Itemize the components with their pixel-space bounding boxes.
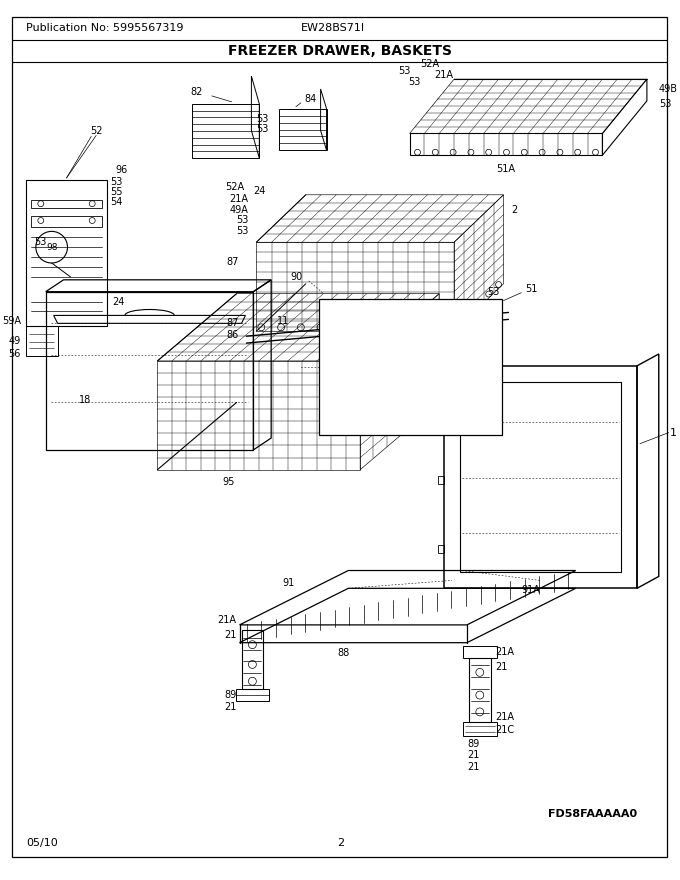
Text: 55: 55 bbox=[110, 187, 122, 197]
Text: 49: 49 bbox=[9, 336, 21, 346]
Text: 52A: 52A bbox=[420, 59, 439, 70]
Text: 53: 53 bbox=[488, 298, 500, 309]
Text: 59: 59 bbox=[466, 371, 477, 380]
Bar bbox=[31, 200, 102, 208]
Bar bbox=[158, 361, 360, 470]
Text: 51A: 51A bbox=[496, 164, 515, 174]
Text: 21A: 21A bbox=[218, 615, 237, 625]
Text: 53: 53 bbox=[256, 114, 269, 124]
Text: 52: 52 bbox=[90, 126, 103, 136]
Text: 53: 53 bbox=[409, 77, 421, 87]
Text: 89: 89 bbox=[224, 690, 237, 700]
Text: 90: 90 bbox=[374, 369, 386, 378]
Text: 1: 1 bbox=[670, 428, 677, 437]
Text: 87: 87 bbox=[226, 257, 239, 267]
Text: 90: 90 bbox=[291, 272, 303, 282]
Bar bbox=[31, 216, 102, 227]
Bar bbox=[440, 333, 468, 350]
Text: 53: 53 bbox=[335, 341, 346, 350]
Text: 2: 2 bbox=[337, 839, 344, 848]
Text: Publication No: 5995567319: Publication No: 5995567319 bbox=[26, 23, 184, 33]
Text: 54: 54 bbox=[110, 197, 122, 207]
Text: 21: 21 bbox=[224, 630, 237, 640]
Bar bbox=[409, 134, 602, 155]
Bar bbox=[328, 343, 492, 353]
Text: 51A: 51A bbox=[336, 346, 355, 356]
Text: 21A: 21A bbox=[229, 194, 248, 204]
Text: 59A: 59A bbox=[2, 316, 21, 326]
Bar bbox=[328, 358, 492, 368]
Text: 54 55: 54 55 bbox=[370, 304, 396, 313]
Text: 21A: 21A bbox=[496, 712, 515, 722]
Text: 86: 86 bbox=[226, 330, 239, 341]
Text: 97: 97 bbox=[454, 317, 466, 326]
Text: 49B: 49B bbox=[659, 84, 678, 94]
Text: 49A: 49A bbox=[230, 205, 248, 215]
Text: FREEZER DRAWER, BASKETS: FREEZER DRAWER, BASKETS bbox=[228, 44, 452, 58]
Text: 24: 24 bbox=[253, 186, 265, 196]
Text: 89: 89 bbox=[468, 738, 480, 749]
Text: 82: 82 bbox=[191, 87, 203, 97]
Bar bbox=[256, 242, 454, 331]
Text: 21: 21 bbox=[468, 762, 480, 773]
Text: 53: 53 bbox=[110, 177, 122, 187]
Text: 56: 56 bbox=[330, 413, 342, 422]
Bar bbox=[319, 298, 502, 435]
Text: FD58FAAAAA0: FD58FAAAAA0 bbox=[548, 809, 637, 818]
Text: 91: 91 bbox=[283, 578, 295, 589]
Text: 21A: 21A bbox=[435, 70, 454, 80]
Bar bbox=[439, 475, 444, 483]
Text: EW28BS71I: EW28BS71I bbox=[301, 23, 365, 33]
Bar bbox=[439, 407, 444, 414]
Text: 53: 53 bbox=[659, 99, 671, 109]
Text: 2: 2 bbox=[511, 205, 517, 215]
Bar bbox=[444, 336, 464, 346]
Text: 53: 53 bbox=[236, 226, 248, 237]
Text: 96: 96 bbox=[330, 356, 342, 364]
Text: 56: 56 bbox=[9, 349, 21, 359]
Text: 11: 11 bbox=[277, 316, 289, 326]
Bar bbox=[439, 545, 444, 553]
Text: 91A: 91A bbox=[522, 585, 541, 595]
Text: 98: 98 bbox=[46, 243, 57, 252]
Text: 52A: 52A bbox=[225, 182, 245, 192]
Text: 53: 53 bbox=[352, 304, 364, 313]
Text: 51: 51 bbox=[525, 283, 537, 294]
Text: 18: 18 bbox=[79, 395, 91, 406]
Text: 53: 53 bbox=[372, 316, 384, 325]
Text: 21: 21 bbox=[224, 702, 237, 712]
Text: 84: 84 bbox=[305, 94, 317, 104]
Text: 53: 53 bbox=[236, 216, 248, 225]
Text: 87: 87 bbox=[226, 319, 239, 328]
Text: 53: 53 bbox=[398, 66, 411, 77]
Text: 21: 21 bbox=[468, 751, 480, 760]
Text: 21C: 21C bbox=[496, 725, 515, 735]
Text: 21: 21 bbox=[496, 663, 508, 672]
Text: 88: 88 bbox=[337, 648, 350, 657]
Text: 96: 96 bbox=[115, 165, 127, 175]
Text: 53: 53 bbox=[335, 326, 346, 334]
Text: 53: 53 bbox=[256, 123, 269, 134]
Text: 95: 95 bbox=[222, 477, 235, 487]
Text: 05/10: 05/10 bbox=[26, 839, 58, 848]
Text: 53: 53 bbox=[488, 287, 500, 297]
Text: 21A: 21A bbox=[496, 647, 515, 656]
Text: 24: 24 bbox=[112, 297, 124, 306]
Text: 53: 53 bbox=[34, 238, 46, 247]
